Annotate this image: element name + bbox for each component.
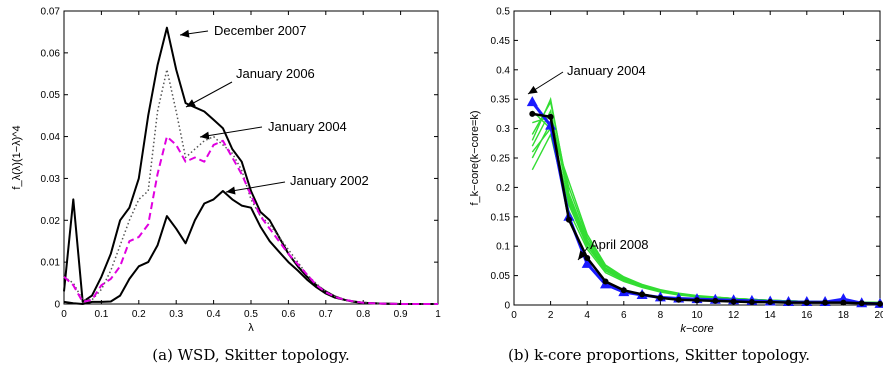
black-dot-marker: [858, 300, 865, 307]
y-tick-label-a: 0.05: [41, 90, 61, 101]
black-dot-marker: [584, 254, 591, 261]
y-tick-label-b: 0.25: [491, 154, 511, 165]
annotation-a-1: January 2006: [236, 66, 315, 81]
panel-a-wsd-chart: 0 0.1 0.2 0.3 0.4 0.5 0.6 0.7 0.8 0.9 1 0 0.01 0.02 0.…: [11, 7, 441, 365]
x-tick-label-a: 0.8: [356, 309, 370, 320]
panel-b-kcore-chart: 0 2 4 6 8 10 12 14 16 18 20 0 0.05 0.1 0.15 0.2 0.25 0.3 0…: [469, 7, 883, 364]
black-dot-marker: [803, 299, 810, 306]
y-axis-label-a: f_λ(λ)(1−λ)^4: [11, 125, 23, 189]
x-axis-label-a: λ: [248, 322, 254, 334]
x-tick-label-b: 6: [621, 310, 627, 321]
x-tick-label-b: 10: [691, 310, 703, 321]
x-tick-label-a: 0.9: [394, 309, 408, 320]
x-tick-label-a: 0.4: [207, 309, 221, 320]
annotation-b-0: January 2004: [567, 63, 646, 78]
x-tick-label-a: 0.2: [132, 309, 146, 320]
black-dot-marker: [822, 299, 829, 306]
black-dot-marker: [840, 299, 847, 306]
black-dot-marker: [694, 297, 700, 304]
y-tick-label-b: 0.45: [491, 36, 511, 47]
x-tick-label-b: 16: [801, 310, 813, 321]
black-dot-marker: [748, 299, 755, 306]
black-dot-marker: [675, 296, 682, 303]
caption-a: (a) WSD, Skitter topology.: [152, 346, 350, 364]
y-tick-label-b: 0.5: [496, 7, 510, 18]
black-dot-marker: [602, 278, 609, 285]
black-dot-marker: [712, 297, 719, 304]
x-tick-label-b: 20: [874, 310, 883, 321]
x-tick-label-b: 8: [658, 310, 664, 321]
blue-triangle-marker: [581, 257, 593, 268]
y-tick-label-a: 0.04: [41, 132, 61, 143]
black-dot-marker: [657, 294, 664, 301]
black-dot-marker: [565, 216, 572, 223]
x-tick-label-a: 0.1: [94, 309, 108, 320]
y-tick-label-b: 0: [504, 301, 510, 312]
plot-area-b: [513, 10, 881, 306]
x-tick-label-a: 0.6: [281, 309, 295, 320]
annotation-arrowhead-a-0: [180, 29, 190, 38]
annotation-arrowhead-a-3: [226, 186, 236, 195]
y-tick-label-b: 0.3: [496, 124, 510, 135]
annotation-a-2: January 2004: [268, 119, 347, 134]
x-tick-label-b: 4: [584, 310, 590, 321]
series-line-a-2: [63, 68, 438, 305]
annotation-a-0: December 2007: [214, 23, 307, 38]
x-tick-label-a: 0.7: [319, 309, 333, 320]
y-tick-label-a: 0.07: [41, 7, 61, 18]
y-tick-label-a: 0.06: [41, 48, 61, 59]
annotation-arrowhead-a-1: [186, 99, 196, 107]
annotation-arrowhead-a-2: [200, 131, 210, 140]
x-tick-label-a: 0: [61, 309, 67, 320]
black-dot-marker: [877, 300, 883, 307]
annotation-a-3: January 2002: [290, 173, 369, 188]
y-tick-label-b: 0.1: [496, 242, 510, 253]
black-dot-marker: [547, 113, 554, 120]
y-tick-label-a: 0.01: [41, 258, 61, 269]
black-dot-marker: [785, 299, 792, 306]
y-tick-label-a: 0.02: [41, 216, 61, 227]
caption-b: (b) k-core proportions, Skitter topology…: [508, 346, 810, 364]
y-tick-label-b: 0.05: [491, 271, 511, 282]
y-tick-label-b: 0.35: [491, 95, 511, 106]
x-tick-label-b: 0: [511, 310, 517, 321]
series-line-a-1: [63, 26, 438, 305]
annotation-arrowhead-b-0: [528, 85, 538, 94]
x-tick-label-a: 1: [435, 309, 441, 320]
black-dot-marker: [730, 298, 737, 305]
x-tick-label-b: 18: [838, 310, 850, 321]
annotation-arrow-a-3: [225, 181, 286, 193]
y-tick-label-a: 0: [54, 300, 60, 311]
y-tick-label-b: 0.2: [496, 183, 510, 194]
annotation-b-1: April 2008: [590, 237, 649, 252]
x-tick-label-a: 0.3: [169, 309, 183, 320]
plot-area-a: [63, 10, 439, 305]
y-axis-label-b: f_k−core(k−core=k): [469, 110, 481, 205]
annotation-arrow-a-2: [199, 126, 263, 138]
x-tick-label-b: 12: [728, 310, 740, 321]
x-tick-label-a: 0.5: [244, 309, 258, 320]
black-dot-marker: [620, 287, 627, 294]
blue-triangle-marker: [526, 96, 538, 107]
x-axis-label-b: k−core: [680, 323, 713, 335]
black-dot-marker: [767, 299, 774, 306]
y-tick-label-a: 0.03: [41, 174, 61, 185]
blue-triangle-marker: [837, 293, 849, 304]
x-tick-label-b: 2: [548, 310, 554, 321]
black-series-line: [532, 112, 881, 306]
x-tick-label-b: 14: [765, 310, 777, 321]
black-dot-marker: [639, 291, 646, 298]
y-tick-label-b: 0.4: [496, 65, 510, 76]
black-dot-marker: [529, 110, 536, 117]
annotation-arrowhead-b-1: [578, 250, 587, 260]
y-tick-label-b: 0.15: [491, 212, 511, 223]
